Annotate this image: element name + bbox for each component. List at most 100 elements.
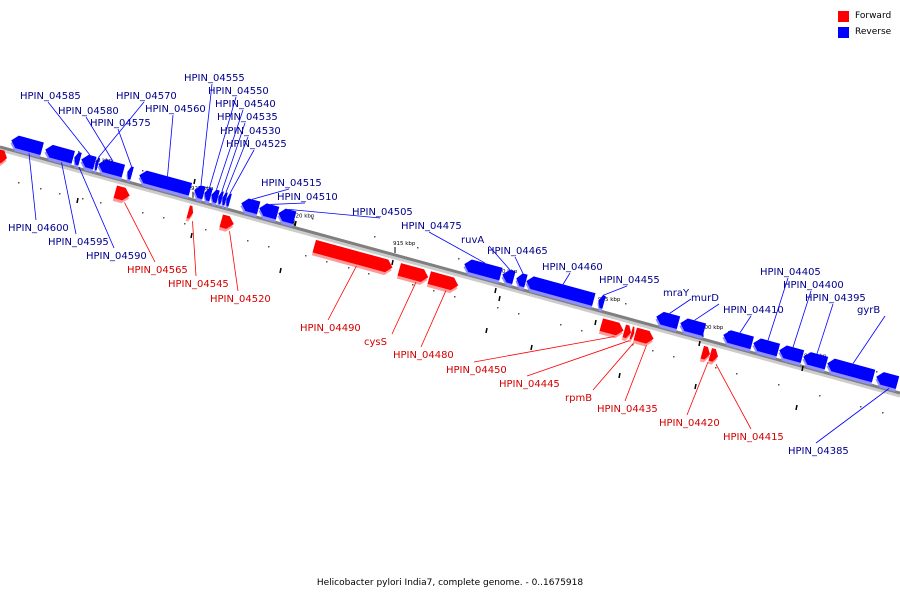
gene-leader-line xyxy=(229,149,255,194)
gene-leader-line xyxy=(209,96,237,188)
gene-leader-line xyxy=(526,340,630,377)
gene-arrow-reverse xyxy=(258,203,280,223)
gene-label: HPIN_04450 xyxy=(446,365,507,376)
gene-leader-line xyxy=(221,122,246,192)
gene-arrow-reverse xyxy=(501,269,516,287)
gene-arrow-reverse xyxy=(44,144,75,167)
gene-arrow-forward xyxy=(218,214,234,232)
gene-arrow-forward xyxy=(628,326,635,343)
gene-arrow-body xyxy=(779,345,805,363)
scatter-dot xyxy=(625,303,627,305)
scatter-dot xyxy=(497,307,499,309)
gene-arrow-reverse xyxy=(193,185,206,203)
gene-arrow-body xyxy=(98,159,126,178)
gene-leader-line xyxy=(624,345,647,402)
gene-arrow-body xyxy=(139,170,193,196)
gene-arrow-reverse xyxy=(778,345,805,366)
gene-leader-line xyxy=(514,256,524,274)
scatter-dash xyxy=(498,295,501,302)
gene-arrow-reverse xyxy=(240,198,261,218)
scatter-dot xyxy=(348,267,350,269)
gene-arrow-body xyxy=(194,185,206,200)
gene-arrow-reverse xyxy=(597,295,606,312)
gene-arrow-reverse xyxy=(210,189,220,206)
scatter-dash xyxy=(76,197,79,204)
gene-label: HPIN_04460 xyxy=(542,262,603,273)
gene-label: HPIN_04435 xyxy=(597,404,658,415)
gene-label: HPIN_04545 xyxy=(168,279,229,290)
gene-arrow-body xyxy=(464,259,503,281)
gene-label: HPIN_04490 xyxy=(300,323,361,334)
gene-arrow-reverse xyxy=(10,135,44,158)
gene-label: HPIN_04580 xyxy=(58,106,119,117)
gene-arrow-forward xyxy=(707,348,719,365)
gene-arrow-body xyxy=(113,185,130,201)
gene-leader-line xyxy=(28,153,37,221)
scatter-dash xyxy=(795,404,798,411)
scatter-dash xyxy=(279,267,282,274)
gene-arrow-reverse xyxy=(463,259,503,284)
gene-arrow-body xyxy=(708,348,719,362)
scatter-dot xyxy=(632,344,634,346)
scatter-dot xyxy=(412,284,414,286)
gene-leader-line xyxy=(739,315,752,333)
gene-label: gyrB xyxy=(857,305,880,316)
gene-label: HPIN_04585 xyxy=(20,91,81,102)
gene-leader-line xyxy=(592,341,635,391)
gene-arrow-reverse xyxy=(138,170,193,199)
gene-label: HPIN_04555 xyxy=(184,73,245,84)
gene-leader-line xyxy=(124,202,156,263)
scale-tick-label: 905 kbp xyxy=(598,297,621,303)
gene-leader-line xyxy=(98,101,145,158)
gene-arrow-reverse xyxy=(826,358,876,386)
gene-arrow-forward xyxy=(396,263,429,285)
gene-label: HPIN_04445 xyxy=(499,379,560,390)
gene-leader-line xyxy=(715,364,752,430)
gene-leader-line xyxy=(192,221,197,277)
legend-reverse-swatch xyxy=(838,26,849,38)
gene-arrow-body xyxy=(186,205,194,219)
scatter-dot xyxy=(454,296,456,298)
gene-arrow-reverse xyxy=(752,338,781,360)
gene-arrow-body xyxy=(827,358,876,383)
legend: Forward Reverse xyxy=(838,9,891,41)
scatter-dot xyxy=(142,212,144,214)
gene-label: HPIN_04455 xyxy=(599,275,660,286)
scatter-dot xyxy=(206,187,208,189)
gene-arrow-body xyxy=(241,198,261,215)
scatter-dot xyxy=(819,395,821,397)
scatter-dot xyxy=(268,246,270,248)
scatter-dash xyxy=(530,344,533,351)
gene-arrow-body xyxy=(723,330,754,350)
gene-label: HPIN_04420 xyxy=(659,418,720,429)
gene-label: HPIN_04505 xyxy=(352,207,413,218)
gene-arrow-reverse xyxy=(655,311,681,332)
gene-arrow-body xyxy=(397,263,429,282)
gene-label: murD xyxy=(691,293,719,304)
gene-arrow-body xyxy=(599,318,624,336)
legend-forward-swatch xyxy=(838,10,849,22)
scatter-dot xyxy=(581,330,583,332)
gene-arrow-reverse xyxy=(802,352,829,373)
gene-arrow-body xyxy=(222,192,228,206)
gene-leader-line xyxy=(815,388,890,444)
scatter-dash xyxy=(391,259,394,266)
gene-label: HPIN_04415 xyxy=(723,432,784,443)
gene-leader-line xyxy=(85,116,114,162)
gene-label: HPIN_04575 xyxy=(90,118,151,129)
scatter-dash xyxy=(694,383,697,390)
gene-label: HPIN_04510 xyxy=(277,192,338,203)
gene-leader-line xyxy=(61,162,77,235)
gene-leader-line xyxy=(216,109,244,190)
gene-arrow-body xyxy=(598,295,606,309)
gene-leader-line xyxy=(669,298,692,314)
gene-leader-line xyxy=(686,361,709,416)
gene-arrow-reverse xyxy=(679,318,707,339)
scatter-dot xyxy=(778,384,780,386)
gene-label: HPIN_04475 xyxy=(401,221,462,232)
scatter-dot xyxy=(184,223,186,225)
scatter-dot xyxy=(673,356,675,358)
scatter-dot xyxy=(142,170,144,172)
gene-arrow-forward xyxy=(632,327,654,347)
gene-label: mraY xyxy=(663,288,690,299)
